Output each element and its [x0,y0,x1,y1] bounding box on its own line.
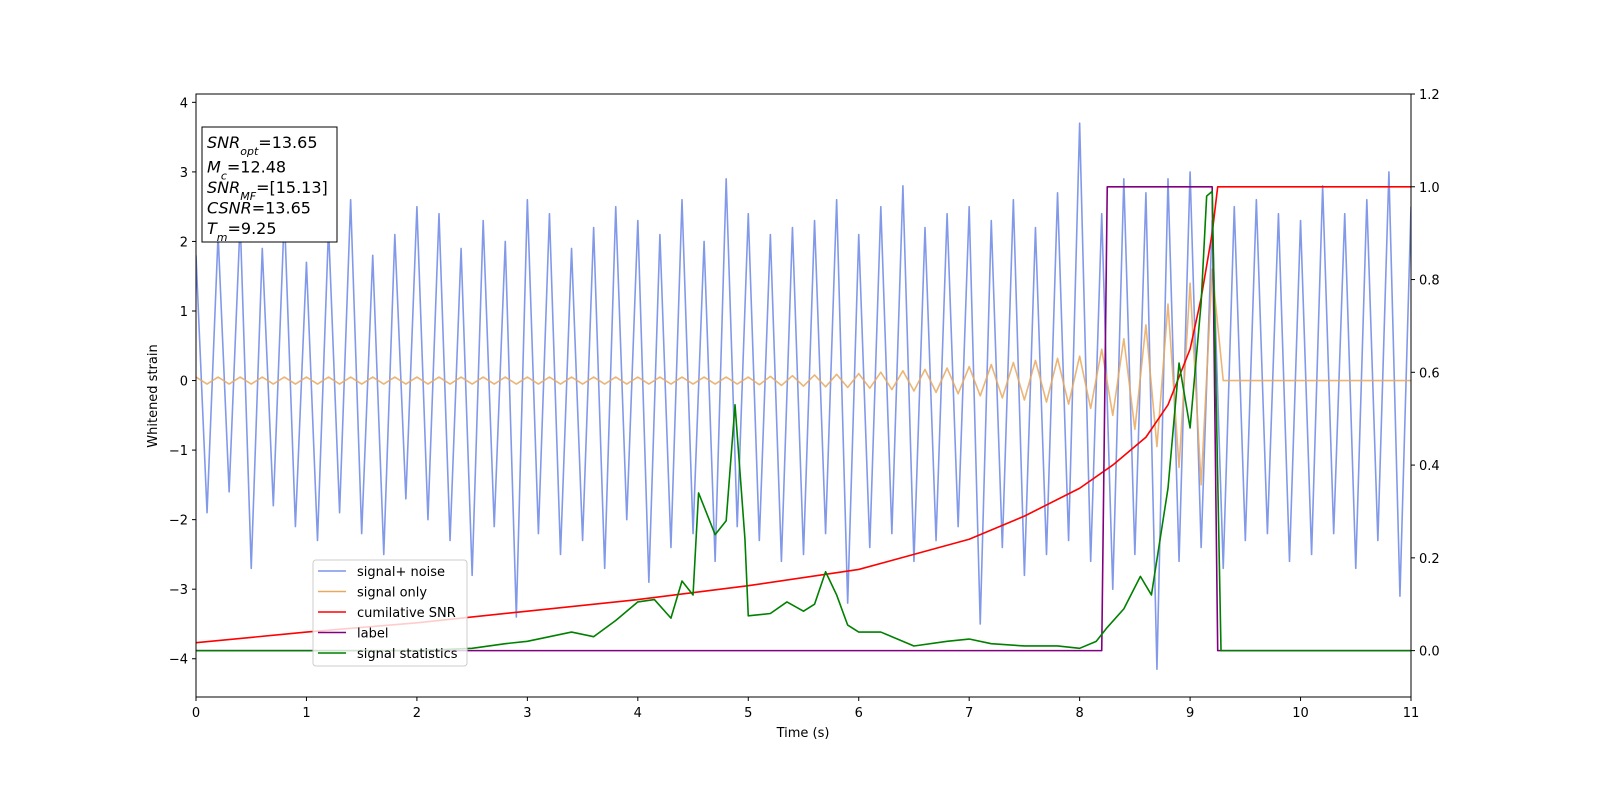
x-tick-label: 4 [634,706,642,721]
annotation-line: Mc=12.48 [207,158,286,183]
y2-tick-label: 1.0 [1419,181,1440,196]
annotation-value: =9.25 [228,219,277,238]
x-tick-label: 8 [1075,706,1083,721]
annotation-line: Tm=9.25 [207,219,277,244]
annotation-line: SNRopt=13.65 [207,133,318,158]
y2-tick-label: 0.0 [1419,645,1440,660]
y2-tick-label: 0.2 [1419,552,1440,567]
x-tick-label: 2 [413,706,421,721]
legend-frame [312,559,468,667]
y-tick-label: 2 [180,235,188,250]
axes: 0 1 2 3 4 5 6 7 8 9 10 11 −4 −3 −2 −1 0 1 2 3 4 0.0 0.2 0.4 0.6 0… [169,88,1440,721]
x-axis-label: Time (s) [776,726,830,741]
x-tick-label: 3 [523,706,531,721]
annotation-frame [201,126,338,243]
annotation-box: SNRopt=13.65Mc=12.48SNRMF=[15.13]CSNR=13… [201,126,338,244]
x-tick-label: 10 [1292,706,1309,721]
axes-frame [195,93,1412,698]
y-tick-label: 0 [180,375,188,390]
x-tick-label: 1 [302,706,310,721]
legend-label: signal+ noise [357,565,445,580]
y-axis-label: Whitened strain [146,344,161,447]
y-tick-label: 1 [180,305,188,320]
plot-area [196,122,1411,670]
legend-label: cumilative SNR [357,606,456,621]
annotation-symbol: M [207,158,221,177]
annotation-line: CSNR=13.65 [207,199,311,218]
legend-label: signal statistics [357,647,458,662]
x-tick-label: 7 [965,706,973,721]
legend-label: signal only [357,586,427,601]
annotation-symbol: SNR [207,178,240,197]
x-tick-label: 9 [1186,706,1194,721]
annotation-value: =13.65 [252,199,311,218]
legend: signal+ noise signal only cumilative SNR la… [312,559,468,667]
series-line [196,268,1411,486]
annotation-symbol: CSNR [207,199,252,218]
y-tick-label: −1 [169,444,188,459]
annotation-symbol: SNR [207,133,240,152]
x-tick-label: 11 [1403,706,1420,721]
x-tick-label: 0 [192,706,200,721]
annotation-subscript: c [221,169,227,182]
x-tick-label: 5 [744,706,752,721]
annotation-value: =13.65 [258,133,317,152]
y-tick-label: 4 [180,96,188,111]
annotation-line: SNRMF=[15.13] [207,178,328,203]
y2-tick-label: 0.4 [1419,459,1440,474]
y-tick-label: 3 [180,166,188,181]
series-line [196,190,1411,652]
annotation-value: =12.48 [227,158,286,177]
annotation-subscript: MF [240,190,256,203]
legend-label: label [357,627,388,642]
annotation-symbol: T [207,219,218,238]
x-tick-label: 6 [855,706,863,721]
annotation-subscript: opt [240,145,259,158]
y-tick-label: −4 [169,653,188,668]
y2-tick-label: 0.6 [1419,366,1440,381]
annotation-value: =[15.13] [256,178,328,197]
y-tick-label: −2 [169,514,188,529]
y-tick-label: −3 [169,583,188,598]
y2-tick-label: 0.8 [1419,274,1440,289]
annotation-subscript: m [217,231,228,244]
y2-tick-label: 1.2 [1419,88,1440,103]
